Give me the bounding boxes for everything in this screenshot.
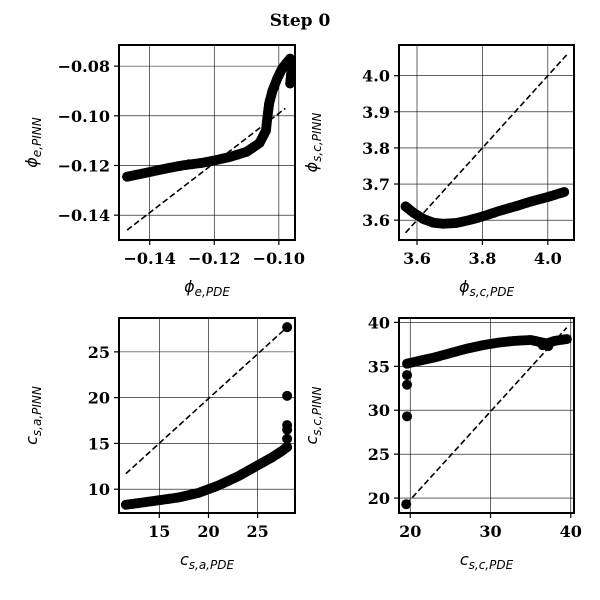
y-axis-label: cs,c,PINN [302, 386, 324, 444]
panel-phi-s-c: 3.6 3.8 4.03.63.73.83.94.0ϕs,c,PDEϕs,c,PIN… [302, 44, 575, 299]
scatter-point-outlier [402, 379, 413, 390]
x-axis-label-base: c [180, 550, 189, 569]
figure-title: Step 0 [270, 11, 331, 31]
y-tick-label: 30 [368, 401, 390, 420]
x-tick-label: 40 [560, 522, 582, 541]
x-tick-label: 3.6 [403, 249, 431, 268]
y-tick-label: 40 [368, 313, 390, 332]
x-axis-label-base: c [460, 550, 469, 569]
y-tick-label: 3.6 [362, 211, 390, 230]
scatter-point-outlier [175, 160, 186, 171]
plot-area [400, 53, 570, 234]
scatter-point-outlier [402, 370, 413, 381]
axes-frame [118, 317, 296, 514]
reference-line-dashed [404, 53, 569, 234]
y-tick-label: −0.14 [58, 206, 110, 225]
scatter-point [561, 334, 572, 345]
y-tick-label: −0.08 [58, 57, 110, 76]
plot-area [401, 327, 572, 510]
x-tick-label: 3.8 [468, 249, 496, 268]
x-tick-label: 20 [197, 522, 219, 541]
y-tick-label: 15 [88, 434, 110, 453]
y-axis-label: ϕs,c,PINN [302, 113, 324, 173]
reference-line-dashed [126, 107, 286, 231]
axes-frame [118, 44, 296, 241]
y-tick-label: −0.10 [58, 107, 110, 126]
y-tick-label: 4.0 [362, 67, 390, 86]
x-axis-label: ϕs,c,PDE [459, 277, 515, 299]
x-axis-label: ϕe,PDE [184, 277, 230, 299]
y-axis-label-sub: s,a,PINN [30, 386, 44, 436]
scatter-point [285, 78, 295, 89]
y-tick-label: 3.8 [362, 139, 390, 158]
scatter-point-outlier [402, 411, 413, 422]
y-tick-label: 35 [368, 357, 390, 376]
axes-frame [398, 44, 575, 241]
scatter-point-outlier [543, 341, 554, 352]
scatter-point-outlier [282, 390, 293, 401]
x-axis-label-base: ϕ [184, 277, 195, 296]
y-tick-label: −0.12 [58, 156, 110, 175]
scatter-point-outlier [282, 420, 293, 431]
x-axis-label: cs,a,PDE [180, 550, 235, 572]
x-axis-label-sub: e,PDE [195, 285, 231, 299]
x-axis-label-sub: s,c,PDE [470, 285, 515, 299]
y-tick-label: 25 [88, 343, 110, 362]
x-tick-label: 4.0 [534, 249, 562, 268]
scatter-point [282, 442, 293, 453]
scatter-point-outlier [282, 322, 293, 333]
y-tick-label: 20 [88, 389, 110, 408]
y-axis-label-sub: e,PINN [30, 117, 44, 157]
x-tick-label: −0.14 [123, 249, 175, 268]
reference-line-dashed [125, 326, 288, 475]
x-tick-label: 25 [247, 522, 269, 541]
subplot-grid: −0.14 −0.12 −0.10−0.14−0.12−0.10−0.08ϕe,PD… [22, 44, 582, 572]
y-axis-label-sub: s,c,PINN [310, 113, 324, 162]
x-tick-label: 30 [479, 522, 501, 541]
x-axis-label-base: ϕ [459, 277, 470, 296]
scatter-point-outlier [282, 433, 293, 444]
y-axis-label-sub: s,c,PINN [310, 386, 324, 435]
plot-area [122, 53, 295, 231]
y-tick-label: 20 [368, 489, 390, 508]
y-axis-label-base: c [302, 436, 321, 445]
scatter-point-outlier [401, 499, 412, 510]
plot-area [120, 322, 293, 510]
scatter-point-outlier [184, 159, 195, 170]
y-axis-label-base: ϕ [302, 161, 321, 172]
y-axis-label: cs,a,PINN [22, 386, 44, 445]
x-tick-label: 20 [399, 522, 421, 541]
x-axis-label: cs,c,PDE [460, 550, 514, 572]
y-axis-label-base: ϕ [22, 157, 41, 168]
x-tick-label: 15 [148, 522, 170, 541]
x-tick-label: −0.10 [253, 249, 305, 268]
x-axis-label-sub: s,c,PDE [469, 558, 514, 572]
y-tick-label: 3.9 [362, 103, 390, 122]
y-tick-label: 25 [368, 445, 390, 464]
y-tick-label: 10 [88, 480, 110, 499]
reference-line-dashed [405, 327, 568, 505]
scatter-point [559, 186, 570, 197]
y-axis-label: ϕe,PINN [22, 117, 44, 168]
x-tick-label: −0.12 [188, 249, 240, 268]
y-axis-label-base: c [22, 436, 41, 445]
y-tick-label: 3.7 [362, 175, 390, 194]
axes-frame [398, 317, 575, 514]
panel-phi-e: −0.14 −0.12 −0.10−0.14−0.12−0.10−0.08ϕe,PD… [22, 44, 305, 299]
scatter-point-outlier [196, 157, 207, 168]
x-axis-label-sub: s,a,PDE [189, 558, 235, 572]
